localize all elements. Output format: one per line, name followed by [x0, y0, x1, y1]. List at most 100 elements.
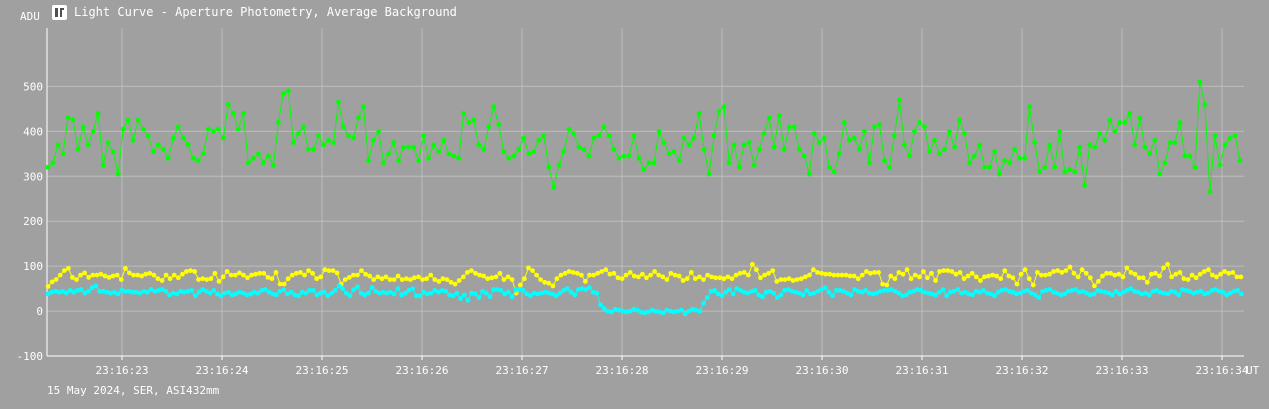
data-point [399, 292, 404, 298]
data-point [636, 274, 641, 280]
data-point [921, 269, 926, 274]
data-point [426, 155, 431, 161]
data-point [965, 273, 971, 279]
data-point [1140, 275, 1146, 281]
data-point [413, 293, 419, 299]
data-point [502, 291, 508, 297]
data-point [586, 153, 592, 159]
data-point [330, 268, 336, 273]
data-point [388, 289, 393, 295]
data-point [942, 146, 947, 152]
data-point [220, 135, 226, 141]
data-point [623, 272, 629, 278]
data-point [408, 277, 413, 282]
data-point [351, 272, 356, 278]
data-point [170, 290, 176, 296]
data-point [1025, 288, 1031, 293]
data-point [831, 169, 837, 175]
light-curve-app-icon[interactable] [52, 4, 67, 20]
data-point [847, 273, 853, 279]
data-point [501, 277, 507, 282]
data-point [1043, 288, 1049, 293]
data-point [941, 268, 947, 273]
data-point [1194, 289, 1200, 295]
data-point [723, 289, 729, 295]
data-point [274, 292, 279, 298]
data-point [118, 277, 124, 282]
data-point [208, 276, 214, 282]
data-point [616, 307, 622, 313]
data-point [450, 293, 456, 299]
data-point [494, 287, 500, 292]
data-point [476, 142, 482, 148]
data-point [940, 287, 946, 292]
data-point [306, 268, 311, 273]
data-point [391, 291, 397, 297]
data-point [1003, 287, 1008, 292]
data-point [675, 308, 681, 314]
data-point [45, 164, 51, 170]
data-point [307, 288, 312, 293]
data-point [366, 290, 371, 296]
data-point [596, 133, 602, 139]
data-point [708, 288, 714, 294]
data-point [60, 151, 66, 157]
data-point [171, 272, 177, 278]
data-point [1035, 270, 1040, 275]
data-point [558, 272, 564, 278]
data-point [870, 291, 876, 297]
data-point [1022, 155, 1027, 161]
data-point [371, 277, 377, 282]
data-point [436, 149, 442, 155]
data-point [294, 270, 299, 276]
data-point [195, 158, 201, 163]
data-point [170, 135, 176, 141]
data-point [912, 128, 917, 134]
data-point [770, 268, 776, 273]
data-point [969, 270, 975, 276]
data-point [395, 286, 401, 291]
data-point [155, 276, 161, 282]
data-point [855, 288, 861, 294]
data-point [200, 276, 206, 282]
data-point [303, 290, 309, 296]
data-point [358, 290, 364, 296]
data-point [65, 115, 71, 121]
data-point [962, 289, 968, 295]
data-point [587, 285, 592, 291]
data-point [517, 282, 523, 288]
data-point [721, 104, 727, 109]
data-point [668, 308, 673, 314]
data-point [896, 290, 902, 296]
data-point [86, 288, 91, 294]
data-point [1080, 288, 1086, 294]
data-point [987, 164, 992, 170]
data-point [688, 270, 694, 275]
data-point [1168, 288, 1174, 294]
data-point [481, 273, 486, 279]
data-point [972, 153, 977, 159]
data-point [528, 293, 533, 299]
data-point [1063, 268, 1069, 273]
data-point [591, 135, 597, 141]
data-point [375, 274, 381, 280]
data-point [999, 288, 1005, 293]
data-point [896, 270, 902, 275]
data-point [922, 124, 927, 130]
data-point [196, 277, 202, 282]
data-point [326, 268, 332, 273]
data-point [355, 272, 360, 278]
data-point [1177, 120, 1183, 125]
data-point [712, 288, 717, 293]
data-point [126, 288, 132, 294]
data-point [1124, 288, 1130, 293]
data-point [321, 142, 326, 148]
data-point [927, 149, 932, 155]
data-point [660, 274, 666, 280]
data-point [472, 291, 478, 297]
data-point [546, 164, 552, 170]
data-point [986, 273, 991, 279]
data-point [331, 140, 336, 146]
data-point [224, 269, 230, 274]
data-point [363, 271, 368, 277]
